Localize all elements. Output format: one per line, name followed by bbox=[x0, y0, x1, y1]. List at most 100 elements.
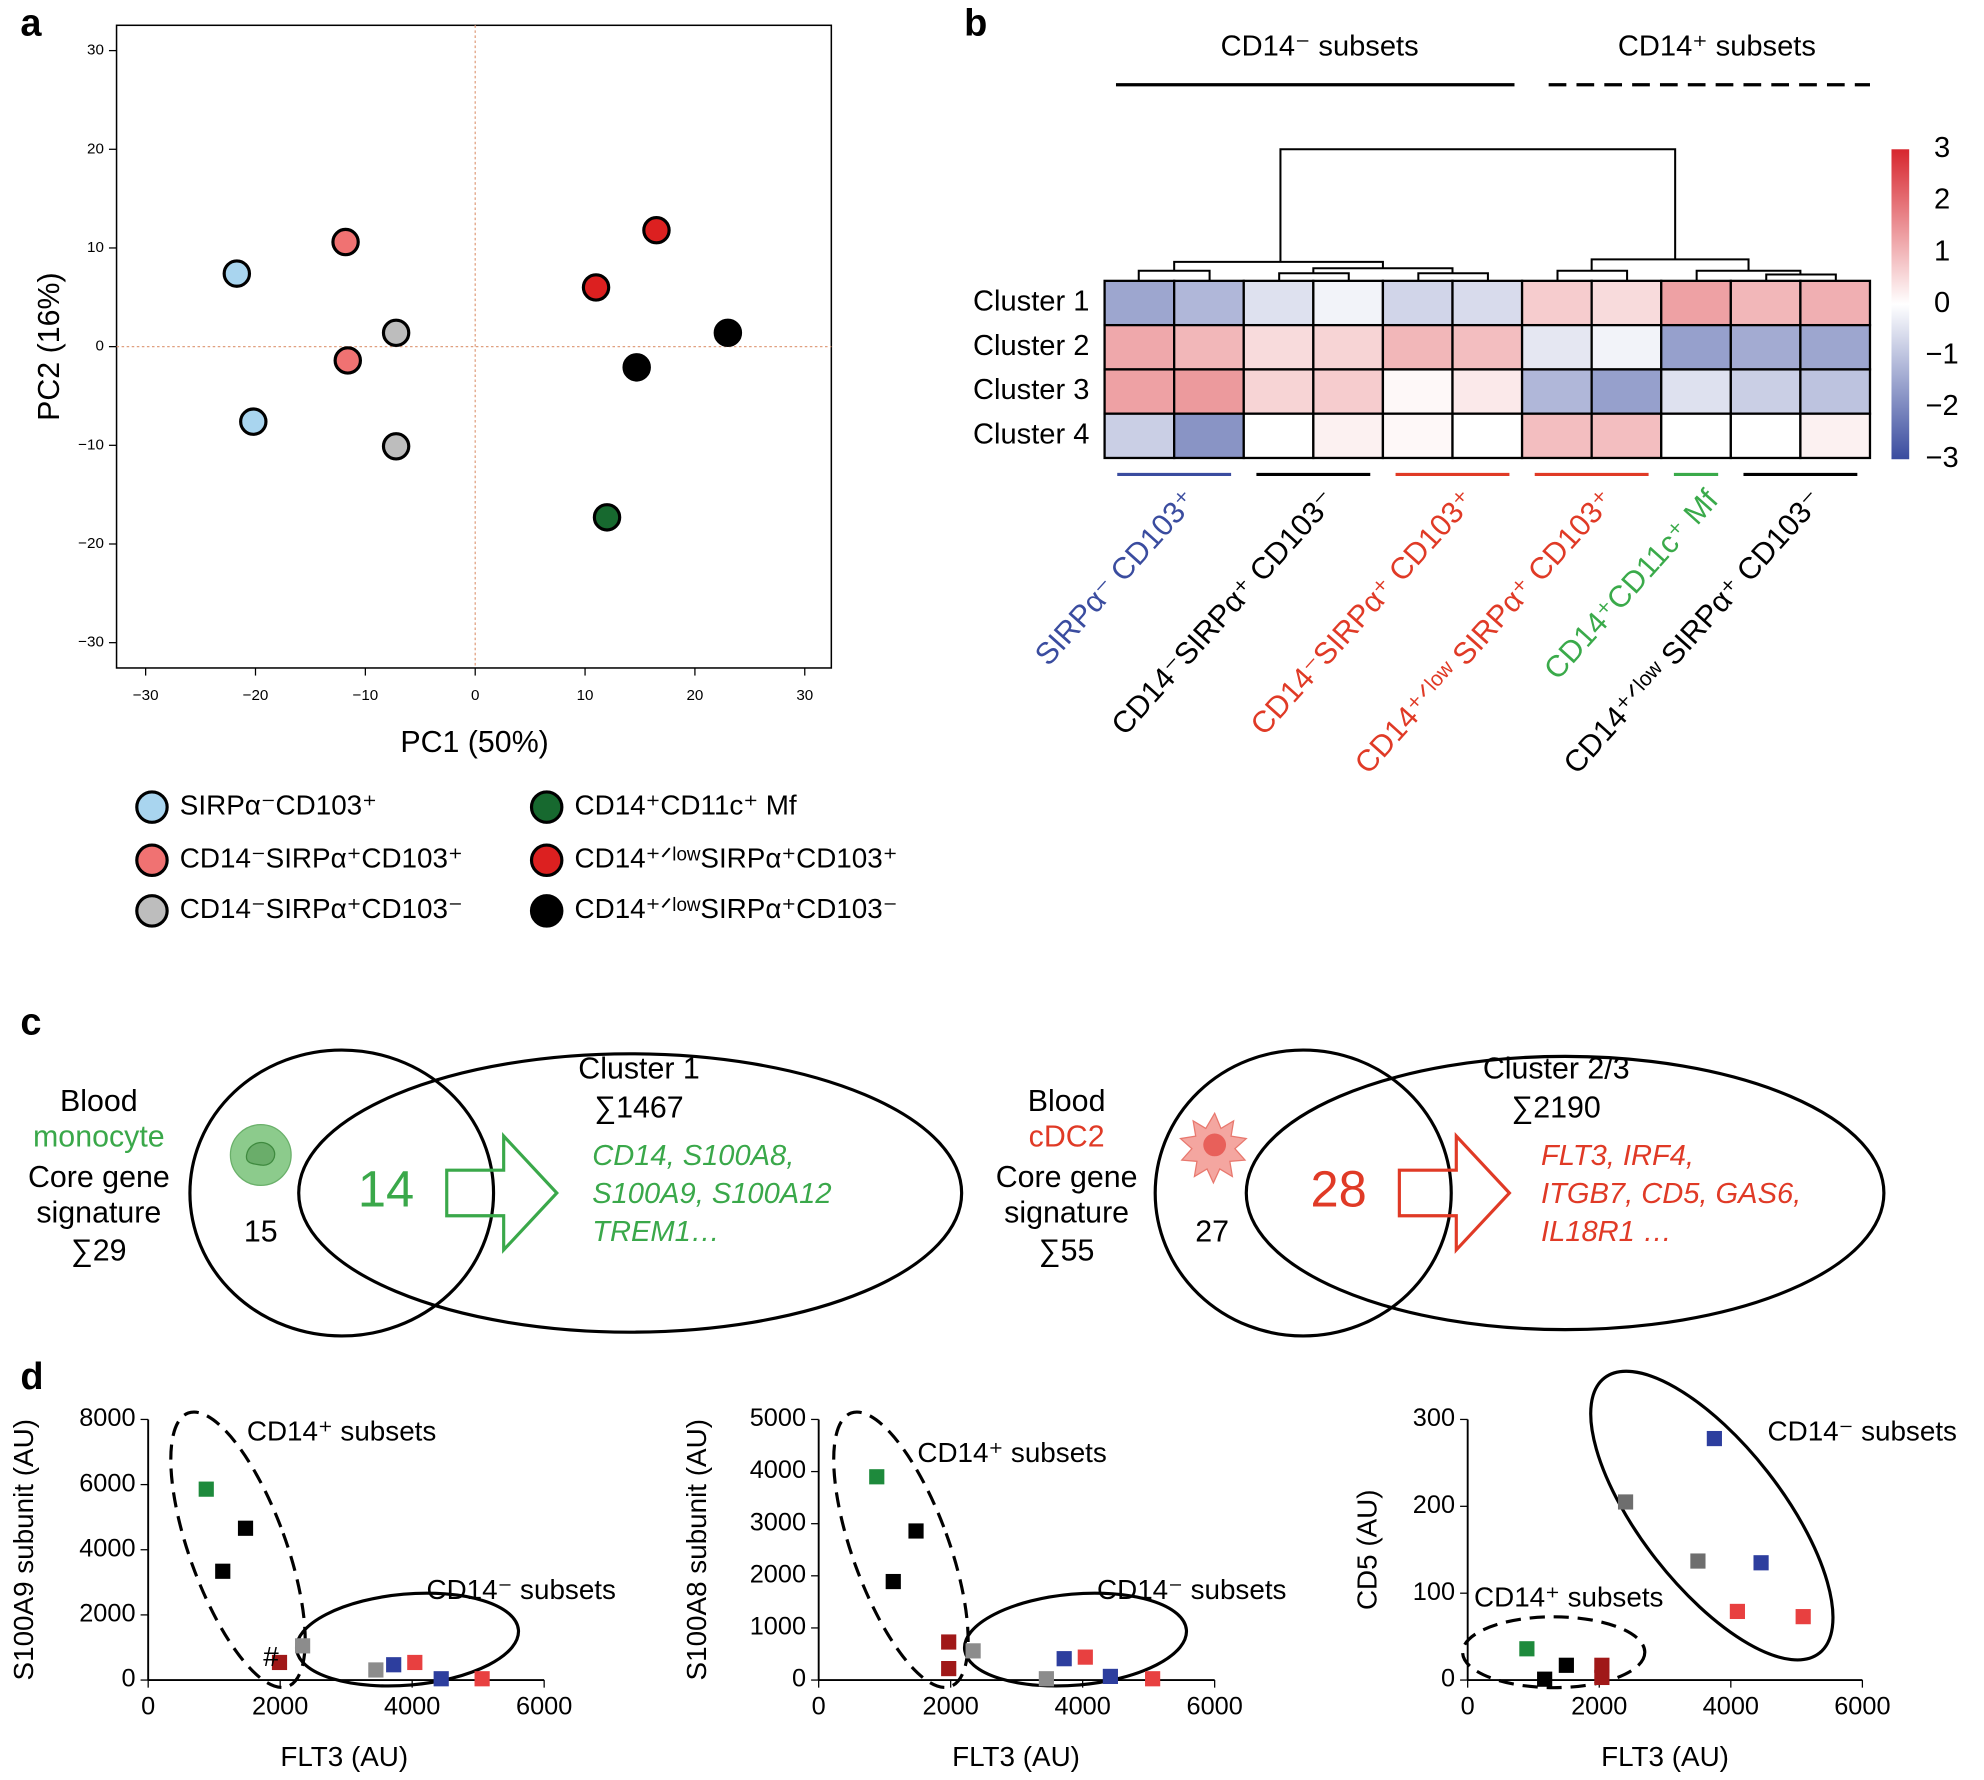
arrow bbox=[1397, 1132, 1512, 1254]
legend-marker bbox=[529, 790, 564, 824]
y-tick-label: 2000 bbox=[79, 1600, 135, 1628]
legend-marker bbox=[135, 894, 169, 928]
x-tick-label: 6000 bbox=[1834, 1693, 1890, 1721]
point bbox=[908, 1523, 924, 1539]
venn-genes: TREM1… bbox=[592, 1216, 720, 1248]
panel-label: a bbox=[20, 2, 42, 44]
colorbar-label: −1 bbox=[1926, 339, 1959, 371]
legend-label: CD14⁻SIRPα⁺CD103⁻ bbox=[180, 893, 463, 924]
heatmap-cell bbox=[1660, 279, 1732, 327]
heatmap-cell bbox=[1381, 279, 1454, 327]
heatmap-cell bbox=[1729, 368, 1802, 415]
legend-label: CD14⁺ᐟˡᵒʷSIRPα⁺CD103⁺ bbox=[575, 843, 898, 874]
point bbox=[222, 259, 252, 288]
heatmap-cell bbox=[1242, 279, 1315, 327]
venn-source: Core gene bbox=[996, 1161, 1138, 1194]
point bbox=[333, 346, 363, 375]
x-tick-label: 0 bbox=[471, 687, 479, 704]
point bbox=[941, 1634, 957, 1650]
annotation: CD14⁺ subsets bbox=[917, 1437, 1106, 1468]
x-tick-label: 2000 bbox=[1571, 1693, 1627, 1721]
venn-cluster: Cluster 1 bbox=[578, 1052, 699, 1085]
group-header: CD14⁺ subsets bbox=[1618, 31, 1816, 63]
column-label: CD14⁻SIRPα⁺ CD103⁻ bbox=[1106, 484, 1343, 742]
panel-label: c bbox=[20, 1002, 41, 1044]
venn-only: 15 bbox=[244, 1215, 278, 1248]
x-axis-label: FLT3 (AU) bbox=[952, 1741, 1080, 1772]
x-tick-label: 6000 bbox=[516, 1693, 572, 1721]
point bbox=[713, 318, 743, 348]
point bbox=[622, 353, 651, 382]
heatmap-cell bbox=[1242, 412, 1315, 460]
heatmap-cell bbox=[1660, 323, 1732, 371]
heatmap-cell bbox=[1520, 412, 1593, 460]
heatmap-cell bbox=[1799, 279, 1872, 327]
y-tick-label: 6000 bbox=[79, 1469, 135, 1497]
x-tick-label: 0 bbox=[1461, 1693, 1475, 1721]
point bbox=[198, 1481, 214, 1497]
arrow bbox=[445, 1132, 559, 1254]
colorbar-label: 2 bbox=[1934, 184, 1950, 216]
y-tick-label: −10 bbox=[78, 436, 104, 453]
heatmap-cell bbox=[1799, 323, 1872, 371]
y-tick-label: 5000 bbox=[750, 1404, 806, 1432]
legend-marker bbox=[529, 894, 564, 928]
legend-marker bbox=[529, 843, 564, 878]
legend-label: SIRPα⁻CD103⁺ bbox=[180, 789, 377, 820]
venn-genes: ITGB7, CD5, GAS6, bbox=[1541, 1178, 1801, 1210]
heatmap-cell bbox=[1729, 279, 1802, 327]
x-tick-label: −30 bbox=[133, 687, 159, 704]
annotation: CD14⁻ subsets bbox=[1768, 1416, 1957, 1447]
point bbox=[474, 1671, 490, 1687]
y-tick-label: 0 bbox=[792, 1665, 806, 1693]
dendrogram bbox=[1137, 148, 1837, 281]
heatmap-cell bbox=[1103, 412, 1176, 460]
y-tick-label: 8000 bbox=[79, 1404, 135, 1432]
point bbox=[237, 1520, 254, 1536]
group-header: CD14⁻ subsets bbox=[1221, 31, 1419, 63]
legend-label: CD14⁻SIRPα⁺CD103⁺ bbox=[180, 843, 463, 874]
point bbox=[1558, 1657, 1574, 1673]
point bbox=[295, 1638, 311, 1654]
x-tick-label: 4000 bbox=[384, 1693, 440, 1721]
cdc2-icon bbox=[1179, 1111, 1248, 1185]
colorbar-label: 3 bbox=[1934, 132, 1950, 164]
heatmap-cell bbox=[1451, 412, 1524, 460]
venn-genes: FLT3, IRF4, bbox=[1541, 1140, 1694, 1172]
y-tick-label: 30 bbox=[87, 42, 104, 59]
y-tick-label: 10 bbox=[87, 239, 104, 256]
venn-source: monocyte bbox=[33, 1121, 165, 1154]
heatmap-cell bbox=[1660, 368, 1732, 415]
venn-source: Core gene bbox=[28, 1161, 170, 1194]
y-tick-label: 4000 bbox=[750, 1456, 806, 1484]
heatmap-cell bbox=[1103, 368, 1176, 415]
x-tick-label: 2000 bbox=[252, 1693, 308, 1721]
point bbox=[215, 1563, 231, 1579]
colorbar-label: 1 bbox=[1934, 235, 1950, 267]
point bbox=[1102, 1668, 1118, 1684]
point bbox=[1537, 1671, 1553, 1687]
heatmap-cell bbox=[1103, 323, 1176, 371]
heatmap-cell bbox=[1520, 323, 1593, 371]
point bbox=[1077, 1649, 1093, 1665]
point bbox=[239, 407, 268, 436]
point bbox=[1795, 1609, 1811, 1625]
column-label: CD14⁺CD11c⁺ Mf bbox=[1538, 483, 1725, 686]
y-tick-label: 0 bbox=[121, 1665, 135, 1693]
heatmap-cell bbox=[1660, 412, 1732, 460]
venn-overlap: 28 bbox=[1310, 1160, 1366, 1217]
y-axis-label: PC2 (16%) bbox=[33, 272, 66, 420]
point bbox=[433, 1671, 449, 1687]
point bbox=[592, 503, 622, 532]
x-tick-label: 0 bbox=[141, 1693, 155, 1721]
heatmap-cell bbox=[1590, 323, 1663, 371]
venn-source: cDC2 bbox=[1029, 1121, 1105, 1154]
x-tick-label: 2000 bbox=[923, 1693, 979, 1721]
point bbox=[381, 432, 411, 461]
panel-label: d bbox=[20, 1356, 43, 1398]
point bbox=[965, 1643, 981, 1659]
annotation: CD14⁺ subsets bbox=[1474, 1581, 1663, 1612]
heatmap-cell bbox=[1799, 412, 1872, 460]
heatmap-cell bbox=[1312, 279, 1385, 327]
